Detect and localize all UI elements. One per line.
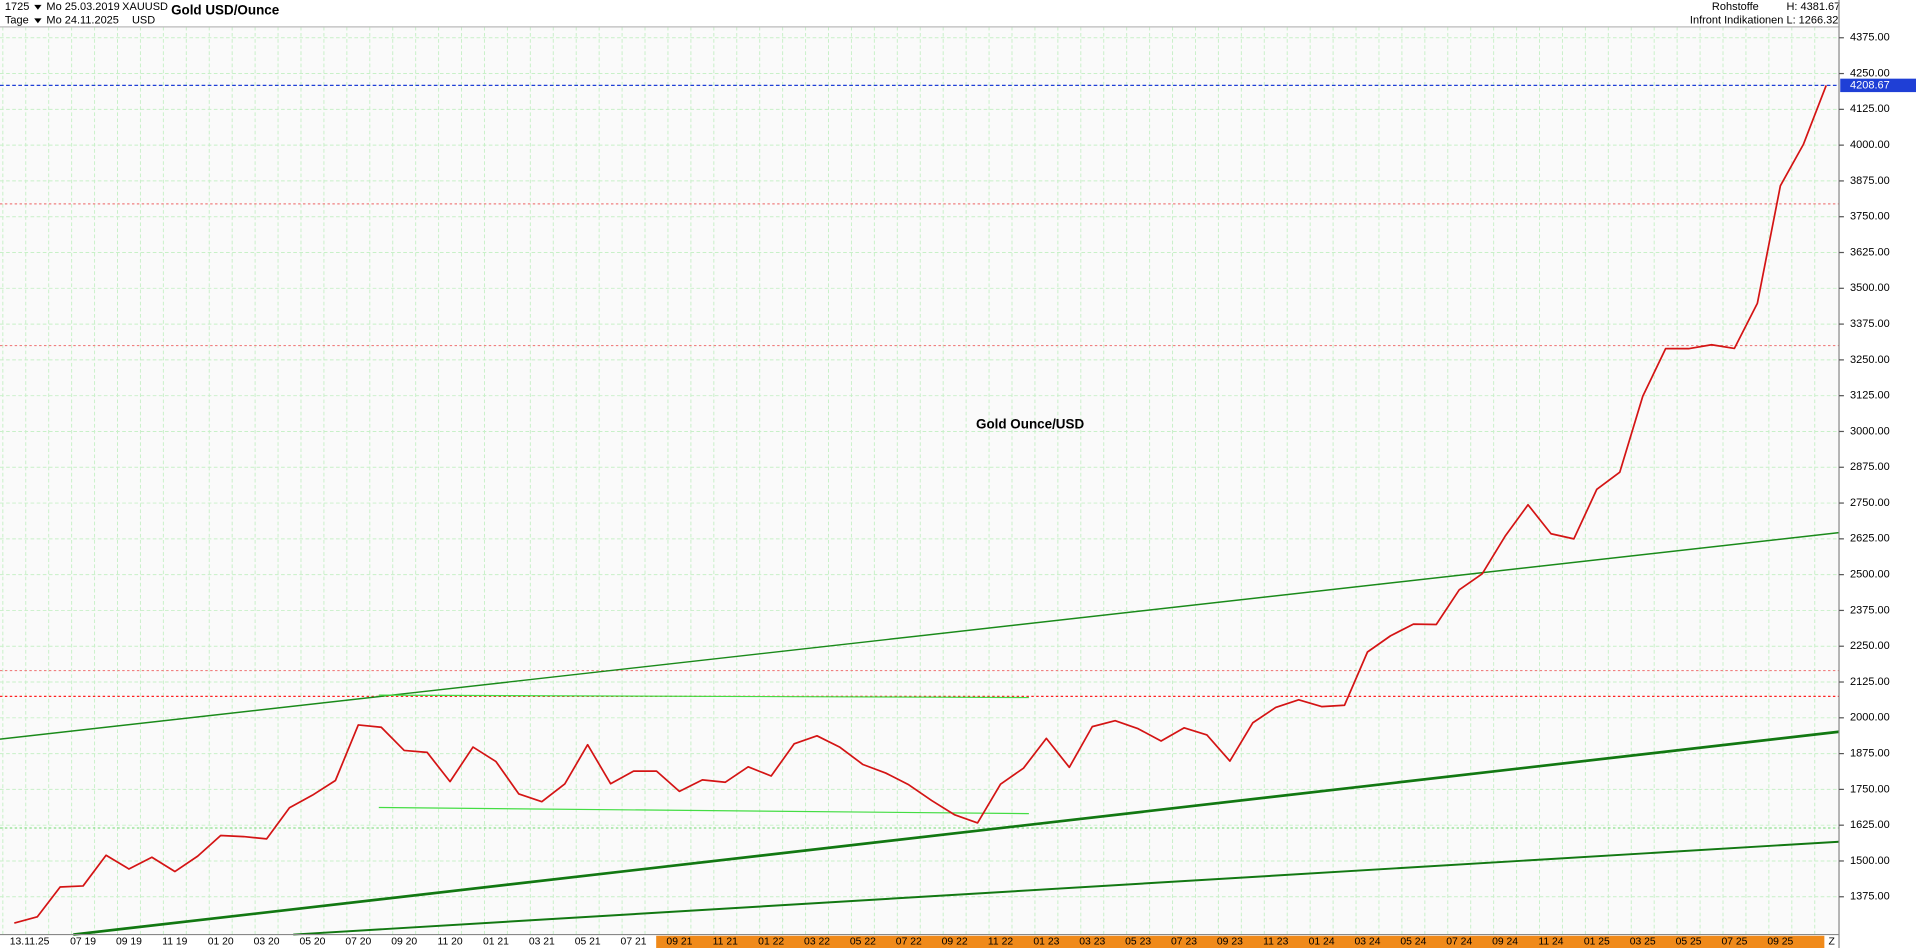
x-tick-label: 09 20 — [391, 937, 417, 948]
x-tick-label: 03 23 — [1079, 937, 1105, 948]
x-tick-label: 11 23 — [1263, 937, 1288, 948]
x-tick-label: 05 21 — [575, 937, 601, 948]
x-tick-label: 05 25 — [1676, 937, 1702, 948]
price-line — [14, 85, 1827, 924]
y-tick-label: 3375.00 — [1850, 318, 1890, 330]
x-tick-label: 03 20 — [254, 937, 280, 948]
chart-title: Gold Ounce/USD — [976, 417, 1084, 432]
trend-lines — [0, 531, 1840, 936]
y-tick-label: 2500.00 — [1850, 569, 1890, 581]
y-tick-label: 3875.00 — [1850, 175, 1890, 187]
y-tick-label: 3125.00 — [1850, 390, 1890, 402]
y-tick-label: 2125.00 — [1850, 676, 1890, 688]
y-tick-label: 2250.00 — [1850, 640, 1890, 652]
plot-area — [0, 26, 1840, 935]
x-tick-label: 07 20 — [345, 937, 371, 948]
y-tick-label: 1875.00 — [1850, 748, 1890, 760]
x-tick-label: 01 22 — [758, 937, 784, 948]
x-tick-label: 11 19 — [162, 937, 187, 948]
x-tick-label: 03 21 — [529, 937, 555, 948]
x-tick-label: 11 21 — [713, 937, 738, 948]
last-price-tag — [1840, 78, 1916, 93]
y-tick-label: 1375.00 — [1850, 891, 1890, 903]
x-tick-label: 09 24 — [1492, 937, 1518, 948]
dropdown-arrow[interactable] — [34, 18, 42, 24]
x-tick-label: 03 25 — [1630, 937, 1656, 948]
x-tick-label: 09 21 — [666, 937, 692, 948]
x-tick-label: 01 24 — [1309, 937, 1335, 948]
x-tick-label: 03 22 — [804, 937, 830, 948]
axis-marker: Z — [1829, 937, 1836, 948]
source: Infront Indikationen — [1690, 15, 1783, 27]
x-tick-label: 07 25 — [1721, 937, 1747, 948]
x-tick-label: 01 25 — [1584, 937, 1610, 948]
dropdown-arrow[interactable] — [34, 4, 42, 10]
y-tick-label: 3000.00 — [1850, 425, 1890, 437]
x-tick-label: 07 24 — [1446, 937, 1472, 948]
x-tick-label: 07 21 — [621, 937, 647, 948]
x-tick-label: 07 22 — [896, 937, 922, 948]
high: H: 4381.67 — [1786, 1, 1840, 13]
period[interactable]: Tage — [5, 15, 29, 27]
y-tick-label: 1625.00 — [1850, 819, 1890, 831]
x-tick-label: 11 20 — [437, 937, 462, 948]
y-tick-label: 3750.00 — [1850, 211, 1890, 223]
title: Gold USD/Ounce — [171, 3, 279, 18]
low: L: 1266.32 — [1786, 15, 1838, 27]
y-tick-label: 4375.00 — [1850, 32, 1890, 44]
header — [0, 0, 1916, 27]
y-tick-label: 1750.00 — [1850, 783, 1890, 795]
x-tick-label: 05 22 — [850, 937, 876, 948]
x-tick-label: 07 23 — [1171, 937, 1197, 948]
y-tick-label: 3500.00 — [1850, 282, 1890, 294]
y-tick-label: 1500.00 — [1850, 855, 1890, 867]
time-band — [656, 935, 1825, 948]
x-tick-label: 01 20 — [208, 937, 234, 948]
trend-line — [0, 531, 1840, 740]
y-tick-label: 2000.00 — [1850, 712, 1890, 724]
x-tick-label: 09 22 — [942, 937, 968, 948]
reference-lines — [0, 84, 1840, 829]
trend-line — [378, 694, 1029, 699]
trend-line — [293, 840, 1840, 936]
x-tick-label: 01 23 — [1033, 937, 1059, 948]
x-tick-label: 01 21 — [483, 937, 509, 948]
start-date: Mo 25.03.2019 — [46, 1, 119, 13]
x-tick-label: 09 25 — [1767, 937, 1793, 948]
axes: 1375.00 1500.00 1625.00 1750.00 1875.00 2000.… — [70, 32, 1916, 948]
y-tick-label: 3625.00 — [1850, 246, 1890, 258]
y-tick-label: 2625.00 — [1850, 533, 1890, 545]
y-tick-label: 2375.00 — [1850, 604, 1890, 616]
grid — [0, 26, 1840, 935]
x-tick-label: 05 23 — [1125, 937, 1151, 948]
symbol: XAUUSD — [122, 1, 168, 13]
x-tick-label: 09 19 — [116, 937, 142, 948]
currency: USD — [132, 15, 155, 27]
x-tick-label: 07 19 — [70, 937, 96, 948]
cursor-date: 13.11.25 — [10, 937, 50, 948]
x-tick-label: 09 23 — [1217, 937, 1243, 948]
x-tick-label: 03 24 — [1355, 937, 1381, 948]
x-tick-label: 05 20 — [299, 937, 325, 948]
trend-line — [378, 806, 1029, 815]
last-price-label: 4208.67 — [1850, 79, 1890, 91]
y-tick-label: 2875.00 — [1850, 461, 1890, 473]
y-tick-label: 4000.00 — [1850, 139, 1890, 151]
end-date: Mo 24.11.2025 — [46, 15, 118, 27]
y-tick-label: 4125.00 — [1850, 103, 1890, 115]
y-tick-label: 4250.00 — [1850, 67, 1890, 79]
y-tick-label: 3250.00 — [1850, 354, 1890, 366]
x-tick-label: 05 24 — [1400, 937, 1426, 948]
x-tick-label: 11 22 — [988, 937, 1013, 948]
y-tick-label: 2750.00 — [1850, 497, 1890, 509]
x-tick-label: 11 24 — [1538, 937, 1563, 948]
count: 1725 — [5, 1, 29, 13]
category: Rohstoffe — [1712, 1, 1759, 13]
trend-line — [73, 730, 1840, 936]
series — [14, 85, 1827, 924]
